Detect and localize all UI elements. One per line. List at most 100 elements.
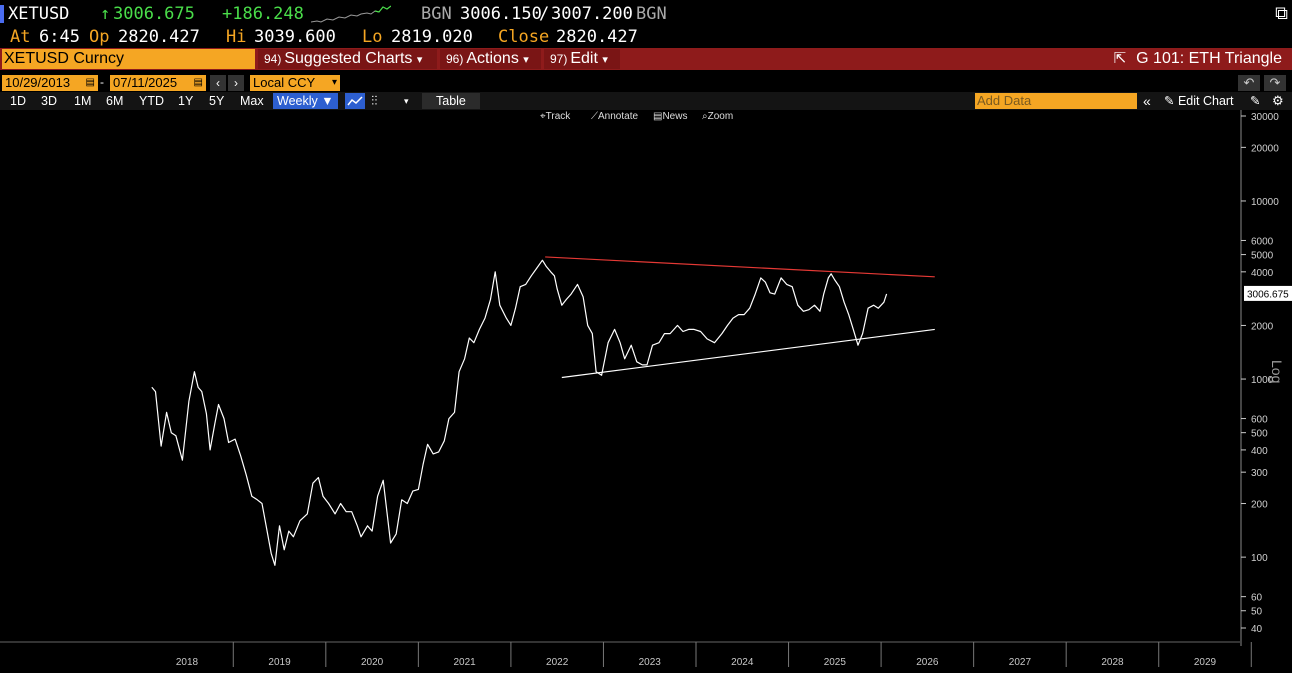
start-date-input[interactable]: 10/29/2013 ▤ <box>2 75 98 91</box>
menu-label: Suggested Charts <box>284 50 413 67</box>
calendar-icon[interactable]: ▤ <box>85 77 95 88</box>
pencil-icon: ✎ <box>1164 94 1178 108</box>
chevron-down-icon: ▾ <box>602 54 608 66</box>
menu-number: 97) <box>550 52 568 66</box>
currency-value: Local CCY <box>253 75 316 90</box>
menu-number: 94) <box>264 52 282 66</box>
redo-button[interactable]: ↷ <box>1264 75 1286 91</box>
period-1d[interactable]: 1D <box>10 94 26 108</box>
y-tick-label: 600 <box>1251 415 1268 426</box>
track-tool[interactable]: ⌖ Track <box>540 111 571 122</box>
close-label: Close <box>498 27 550 47</box>
calendar-icon[interactable]: ▤ <box>193 77 203 88</box>
chart-title: G 101: ETH Triangle <box>1136 50 1282 67</box>
bid-ask-separator: / <box>539 4 550 24</box>
table-button[interactable]: Table <box>422 93 480 109</box>
y-tick-label: 200 <box>1251 500 1268 511</box>
support-trendline <box>561 328 935 379</box>
y-tick-label: 5000 <box>1251 251 1274 262</box>
high-value: 3039.600 <box>254 27 336 47</box>
line-chart-icon[interactable] <box>345 93 365 109</box>
chevron-down-icon: ▾ <box>416 54 423 66</box>
period-3d[interactable]: 3D <box>41 94 57 108</box>
candlestick-icon[interactable]: ⫶⫶ <box>371 93 378 108</box>
x-tick-label: 2022 <box>546 657 569 668</box>
y-tick-label: 60 <box>1251 593 1263 604</box>
period-5y[interactable]: 5Y <box>209 94 225 108</box>
edit-chart-label: Edit Chart <box>1177 94 1234 108</box>
x-tick-label: 2025 <box>824 657 847 668</box>
low-label: Lo <box>362 27 383 47</box>
period-ytd[interactable]: YTD <box>139 94 164 108</box>
x-tick-label: 2021 <box>454 657 477 668</box>
ask-price: 3007.200 <box>551 4 633 24</box>
ticker-symbol: XETUSD <box>8 4 70 24</box>
frequency-select[interactable]: Weekly ▼ <box>273 93 338 109</box>
end-date-value: 07/11/2025 <box>113 75 178 90</box>
high-label: Hi <box>226 27 247 47</box>
up-arrow-icon: ↑ <box>100 4 111 24</box>
trendlines <box>545 256 935 379</box>
news-tool[interactable]: ▤ News <box>653 111 688 122</box>
external-link-icon: ⇱ <box>1113 50 1127 67</box>
annotate-label: Annotate <box>598 111 639 122</box>
annotate-edit-icon[interactable]: ✎ <box>1250 94 1261 108</box>
prev-period-button[interactable]: ‹ <box>210 75 226 91</box>
y-axis: 30000 20000 10000 6000 5000 4000 2000 1000 600 50… <box>1240 110 1292 646</box>
security-field[interactable]: XETUSD Curncy <box>2 49 255 69</box>
chevron-down-icon[interactable]: ▾ <box>404 96 409 106</box>
annotate-tool[interactable]: ⟋ Annotate <box>591 111 639 122</box>
x-axis: 2018 2019 2020 2021 2022 2023 2024 2025 2026 2027… <box>0 641 1252 668</box>
x-tick-label: 2028 <box>1101 657 1124 668</box>
currency-select[interactable]: Local CCY ▾ <box>250 75 340 91</box>
menu-bar: XETUSD Curncy 94) Suggested Charts ▾ 96) A… <box>0 48 1292 70</box>
collapse-panel-icon[interactable]: « <box>1143 93 1151 109</box>
last-price: 3006.675 <box>113 4 195 24</box>
close-value: 2820.427 <box>556 27 638 47</box>
y-tick-label: 20000 <box>1251 143 1279 154</box>
open-value: 2820.427 <box>118 27 200 47</box>
period-1m[interactable]: 1M <box>74 94 92 108</box>
news-label: News <box>662 111 688 122</box>
period-1y[interactable]: 1Y <box>178 94 194 108</box>
low-value: 2819.020 <box>391 27 473 47</box>
y-tick-label: 100 <box>1251 553 1268 564</box>
price-series <box>151 259 888 566</box>
popout-icon[interactable]: ⧉ <box>1275 3 1288 24</box>
sparkline <box>311 5 391 23</box>
menu-label: Edit <box>570 50 598 67</box>
next-period-button[interactable]: › <box>228 75 244 91</box>
x-tick-label: 2029 <box>1194 657 1217 668</box>
period-max[interactable]: Max <box>240 94 264 108</box>
gear-icon[interactable]: ⚙ <box>1272 93 1284 108</box>
quote-time: 6:45 <box>39 27 80 47</box>
period-row: 1D 3D 1M 6M YTD 1Y 5Y Max Weekly ▼ ⫶⫶ ▾ … <box>0 92 1292 110</box>
edit-menu[interactable]: 97) Edit ▾ <box>544 49 620 69</box>
ask-source: BGN <box>636 4 667 24</box>
price-chart[interactable]: 30000 20000 10000 6000 5000 4000 2000 1000 600 50… <box>0 110 1292 673</box>
x-tick-label: 2020 <box>361 657 384 668</box>
end-date-input[interactable]: 07/11/2025 ▤ <box>110 75 206 91</box>
y-tick-label: 30000 <box>1251 112 1279 123</box>
y-tick-label: 300 <box>1251 468 1268 479</box>
zoom-tool[interactable]: ⌕ Zoom <box>702 111 734 122</box>
y-tick-label: 500 <box>1251 429 1268 440</box>
chart-title-link[interactable]: ⇱ G 101: ETH Triangle <box>1114 49 1282 69</box>
edit-chart-button[interactable]: ✎ Edit Chart <box>1164 93 1234 109</box>
y-axis-scale-label: Log <box>1269 360 1285 383</box>
actions-menu[interactable]: 96) Actions ▾ <box>440 49 541 69</box>
undo-button[interactable]: ↶ <box>1238 75 1260 91</box>
resistance-trendline <box>545 256 935 278</box>
price-line <box>151 259 888 566</box>
date-row: 10/29/2013 ▤ 07/11/2025 ▤ - ‹ › Local CCY ▾… <box>0 74 1292 92</box>
x-tick-label: 2019 <box>268 657 291 668</box>
x-tick-label: 2026 <box>916 657 939 668</box>
suggested-charts-menu[interactable]: 94) Suggested Charts ▾ <box>258 49 437 69</box>
period-6m[interactable]: 6M <box>106 94 124 108</box>
menu-label: Actions <box>466 50 519 67</box>
chevron-down-icon: ▾ <box>331 77 337 88</box>
price-change: +186.248 <box>222 4 304 24</box>
add-data-input[interactable]: Add Data <box>975 93 1137 109</box>
ohlc-row: At 6:45 Op 2820.427 Hi 3039.600 Lo 2819.… <box>0 27 1292 47</box>
bid-source: BGN <box>421 4 452 24</box>
